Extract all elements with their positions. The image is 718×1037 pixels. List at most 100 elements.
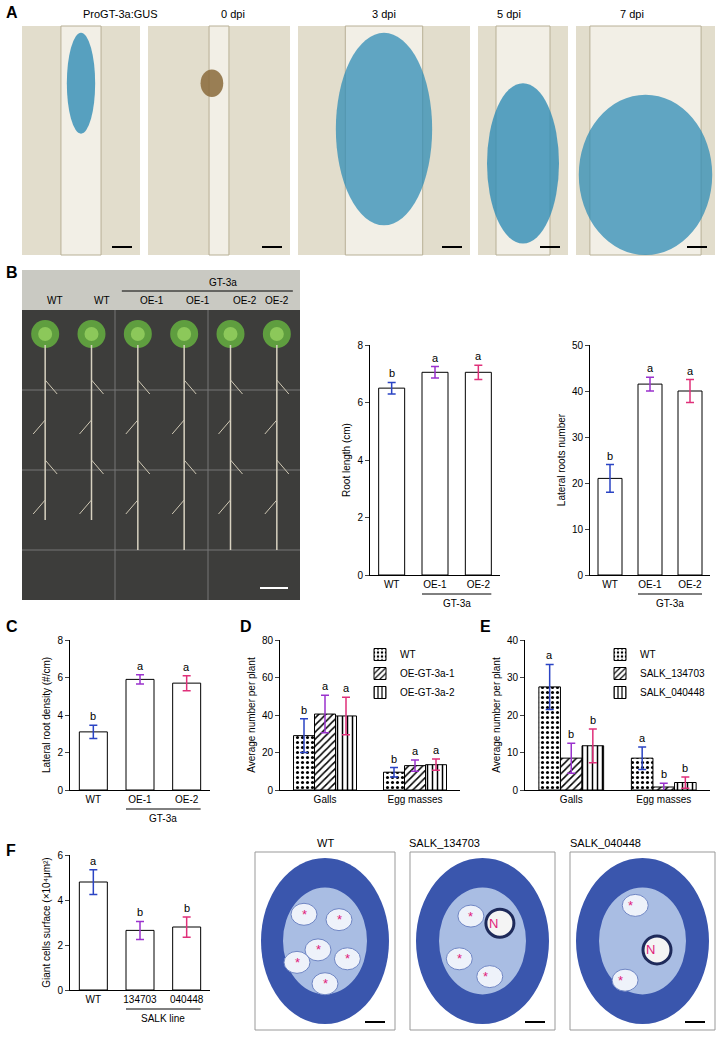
svg-text:WT: WT xyxy=(400,649,416,660)
svg-text:*: * xyxy=(483,969,488,984)
svg-text:2: 2 xyxy=(57,940,63,951)
svg-text:WT: WT xyxy=(94,295,110,306)
svg-text:40: 40 xyxy=(572,386,584,397)
svg-text:0: 0 xyxy=(577,570,583,581)
svg-text:OE-1: OE-1 xyxy=(128,794,152,805)
svg-text:F: F xyxy=(6,842,16,859)
svg-text:b: b xyxy=(682,762,688,774)
svg-text:10: 10 xyxy=(572,524,584,535)
svg-text:OE-1: OE-1 xyxy=(638,579,662,590)
svg-text:GT-3a: GT-3a xyxy=(149,813,177,824)
svg-text:a: a xyxy=(412,745,419,757)
svg-text:WT: WT xyxy=(47,295,63,306)
svg-text:b: b xyxy=(568,728,574,740)
svg-text:a: a xyxy=(90,855,97,867)
svg-text:GT-3a: GT-3a xyxy=(443,598,471,609)
svg-text:*: * xyxy=(628,898,633,913)
svg-text:0: 0 xyxy=(57,785,63,796)
svg-text:D: D xyxy=(240,618,252,635)
svg-text:0: 0 xyxy=(267,785,273,796)
svg-text:OE-2: OE-2 xyxy=(678,579,702,590)
svg-text:a: a xyxy=(137,660,144,672)
svg-text:WT: WT xyxy=(86,794,102,805)
svg-text:8: 8 xyxy=(357,340,363,351)
svg-text:Lateral roots number: Lateral roots number xyxy=(556,413,567,506)
svg-text:WT: WT xyxy=(317,837,334,849)
svg-text:SALK_040448: SALK_040448 xyxy=(570,837,641,849)
svg-text:OE-1: OE-1 xyxy=(423,579,447,590)
svg-text:SALK_134703: SALK_134703 xyxy=(640,668,705,679)
svg-text:2: 2 xyxy=(57,747,63,758)
svg-text:Egg masses: Egg masses xyxy=(636,794,691,805)
svg-text:60: 60 xyxy=(262,672,274,683)
svg-text:OE-GT-3a-1: OE-GT-3a-1 xyxy=(400,668,455,679)
svg-text:6: 6 xyxy=(57,672,63,683)
svg-text:*: * xyxy=(345,951,350,966)
svg-text:7 dpi: 7 dpi xyxy=(620,8,644,20)
svg-text:OE-1: OE-1 xyxy=(186,295,210,306)
svg-text:*: * xyxy=(323,976,328,991)
svg-text:Average number per plant: Average number per plant xyxy=(491,657,502,773)
svg-text:ProGT-3a:GUS: ProGT-3a:GUS xyxy=(83,8,158,20)
svg-text:Average number per plant: Average number per plant xyxy=(246,657,257,773)
svg-text:a: a xyxy=(687,365,694,377)
svg-text:N: N xyxy=(646,942,655,957)
svg-text:OE-2: OE-2 xyxy=(175,794,199,805)
svg-text:2: 2 xyxy=(357,512,363,523)
svg-text:B: B xyxy=(6,264,18,281)
svg-text:0: 0 xyxy=(357,570,363,581)
svg-text:a: a xyxy=(639,732,646,744)
svg-text:*: * xyxy=(337,912,342,927)
svg-text:b: b xyxy=(137,906,143,918)
svg-text:20: 20 xyxy=(262,747,274,758)
svg-text:Giant cells surface (×10⁴μm²): Giant cells surface (×10⁴μm²) xyxy=(41,857,52,987)
svg-text:OE-2: OE-2 xyxy=(233,295,257,306)
svg-text:E: E xyxy=(480,618,491,635)
svg-text:OE-2: OE-2 xyxy=(265,295,289,306)
svg-text:a: a xyxy=(183,661,190,673)
svg-text:3 dpi: 3 dpi xyxy=(372,8,396,20)
svg-text:*: * xyxy=(302,907,307,922)
svg-text:*: * xyxy=(295,955,300,970)
svg-text:b: b xyxy=(389,367,395,379)
svg-text:a: a xyxy=(433,744,440,756)
svg-text:SALK line: SALK line xyxy=(141,1013,185,1024)
svg-text:a: a xyxy=(546,649,553,661)
svg-text:b: b xyxy=(90,710,96,722)
svg-text:*: * xyxy=(316,942,321,957)
svg-text:Galls: Galls xyxy=(560,794,583,805)
svg-text:40: 40 xyxy=(262,710,274,721)
svg-text:6: 6 xyxy=(357,397,363,408)
svg-text:b: b xyxy=(391,753,397,765)
svg-text:0 dpi: 0 dpi xyxy=(221,8,245,20)
svg-text:OE-2: OE-2 xyxy=(467,579,491,590)
svg-text:50: 50 xyxy=(572,340,584,351)
svg-text:134703: 134703 xyxy=(123,994,157,1005)
svg-text:a: a xyxy=(475,350,482,362)
svg-text:*: * xyxy=(468,909,473,924)
svg-text:a: a xyxy=(647,362,654,374)
svg-text:4: 4 xyxy=(57,895,63,906)
svg-text:b: b xyxy=(184,902,190,914)
svg-text:20: 20 xyxy=(572,478,584,489)
svg-text:b: b xyxy=(301,704,307,716)
svg-text:N: N xyxy=(489,916,498,931)
svg-text:80: 80 xyxy=(262,635,274,646)
svg-text:a: a xyxy=(432,352,439,364)
svg-text:*: * xyxy=(457,951,462,966)
svg-text:0: 0 xyxy=(57,985,63,996)
svg-text:6: 6 xyxy=(57,850,63,861)
svg-text:SALK_134703: SALK_134703 xyxy=(409,837,480,849)
svg-text:20: 20 xyxy=(507,710,519,721)
svg-text:WT: WT xyxy=(602,579,618,590)
svg-text:a: a xyxy=(322,680,329,692)
svg-text:040448: 040448 xyxy=(170,994,204,1005)
svg-text:WT: WT xyxy=(86,994,102,1005)
svg-text:GT-3a: GT-3a xyxy=(656,598,684,609)
svg-text:4: 4 xyxy=(357,455,363,466)
svg-text:a: a xyxy=(343,682,350,694)
svg-text:30: 30 xyxy=(507,672,519,683)
svg-text:*: * xyxy=(618,973,623,988)
svg-text:GT-3a: GT-3a xyxy=(209,277,237,288)
svg-text:OE-1: OE-1 xyxy=(140,295,164,306)
